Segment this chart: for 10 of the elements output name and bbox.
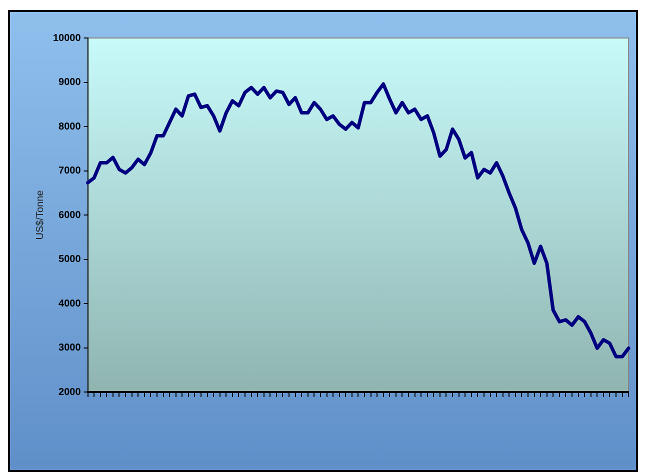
y-tick-label: 10000 — [52, 32, 82, 44]
y-tick-label: 4000 — [58, 298, 82, 310]
y-tick-label: 7000 — [58, 166, 82, 176]
y-axis-title: US$/Tonne — [34, 190, 46, 240]
y-tick-label: 6000 — [58, 210, 82, 221]
y-tick-label: 5000 — [58, 254, 82, 265]
y-tick-label: 8000 — [58, 121, 82, 132]
y-tick-label: 9000 — [58, 77, 82, 88]
y-tick-label: 2000 — [58, 386, 82, 398]
y-tick-label: 3000 — [58, 342, 82, 354]
